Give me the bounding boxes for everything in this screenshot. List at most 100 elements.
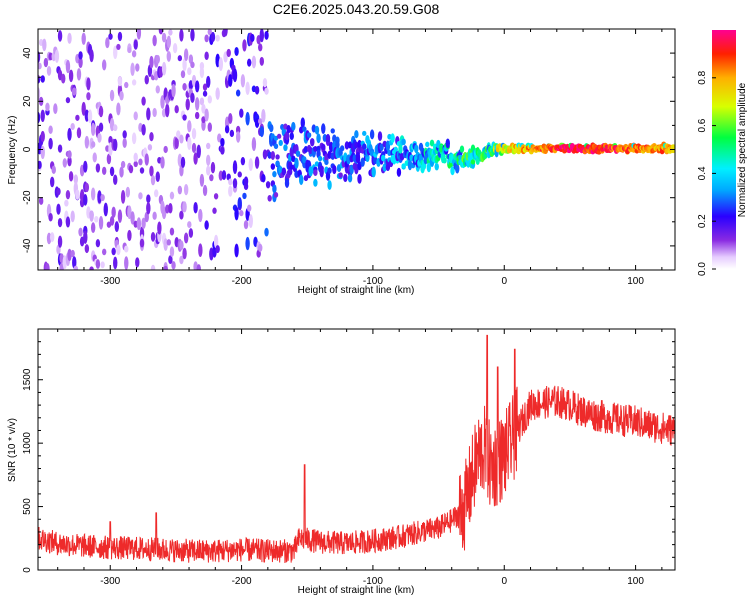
spectrogram-cell [179,240,184,251]
spectrogram-cell [207,29,212,36]
spectrogram-cell [390,133,395,144]
spectrogram-cell [146,107,151,121]
spectrogram-cell [95,239,101,248]
spectrogram-cell [193,201,198,214]
spectrogram-cell [84,135,90,149]
spectrogram-cell [183,184,189,196]
snr-panel: -300 -200 -100 0 100 0 500 1000 1500 Height of … [7,328,676,596]
spectrogram-cell [377,131,383,142]
spectrogram-cell [264,227,269,237]
spectrogram-cell [258,243,263,252]
spectrogram-cell [324,159,329,166]
spectrogram-cell [51,165,56,175]
spectrogram-cell [122,130,127,139]
spectrogram-cell [199,97,205,106]
spectrogram-cell [287,168,293,176]
spectrogram-cell [182,201,187,213]
spectrogram-cell [40,130,45,143]
spectrogram-cell [109,215,115,226]
spectrogram-cell [434,162,439,171]
spectrogram-cell [220,137,225,147]
spectrogram-cell [43,57,49,68]
spectrogram-cell [229,129,235,138]
spectrogram-cell [98,215,104,230]
spectrogram-cell [169,246,175,258]
spectrogram-cell [221,170,227,181]
spectrogram-cell [209,174,214,182]
spectrogram-cell [258,43,263,52]
spectrogram-cell [90,141,96,148]
spectrogram-cell [354,130,359,139]
spectrogram-cell [98,122,104,132]
y-tick-label: 1500 [22,368,33,391]
spectrogram-cell [228,112,233,125]
spectrogram-cell [73,265,79,270]
spectrogram-cell [86,92,91,101]
colorbar-tick-label: 0.6 [697,118,708,132]
spectrogram-cell [125,186,131,198]
spectrogram-cell [45,263,50,270]
spectrogram-cell [265,181,271,189]
spectrogram-cell [78,51,83,60]
spectrogram-cell [138,158,143,166]
spectrogram-cell [240,157,246,166]
spectrogram-cell [206,142,211,150]
y-tick-label: 1000 [22,432,33,455]
spectrogram-cell [226,48,231,58]
spectrogram-cell [303,175,309,182]
spectrogram-cell [90,122,96,136]
spectrogram-cell [187,67,192,76]
spectrogram-cell [97,132,102,143]
spectrogram-cell [213,234,219,249]
spectrogram-cell [198,243,203,258]
spectrogram-cell [284,178,290,188]
spectrogram-cell [270,150,276,160]
spectrogram-cell [429,139,435,147]
spectrogram-cell [150,264,156,270]
spectrogram-cell [332,164,337,175]
spectrogram-cell [220,146,225,155]
spectrogram-cell [154,189,159,198]
spectrogram-cell [133,39,138,50]
spectrogram-cell [191,127,197,140]
spectrogram-cell [100,261,105,269]
spectrogram-x-ticks: -300 -200 -100 0 100 [57,29,663,287]
spectrogram-cell [338,172,343,178]
spectrogram-cell [111,206,116,218]
spectrogram-cell [72,87,77,95]
spectrogram-cell [207,122,212,133]
spectrogram-cell [56,187,61,196]
spectrogram-cell [68,69,74,83]
spectrogram-cell [97,190,102,204]
spectrogram-cell [139,238,145,248]
spectrogram-cell [149,55,154,69]
spectrogram-cell [119,166,124,178]
spectrogram-cell [135,63,140,72]
spectrogram-cell [258,118,263,125]
spectrogram-cell [254,85,260,95]
spectrogram-cell [92,152,97,163]
spectrogram-cell [259,56,265,66]
spectrogram-cell [313,146,318,152]
spectrogram-cell [163,145,168,154]
spectrogram-x-label: Height of straight line (km) [298,285,415,296]
spectrogram-cell [61,73,66,84]
snr-plot-area [38,329,675,570]
spectrogram-cell [325,134,331,143]
snr-y-ticks: 0 500 1000 1500 [22,341,675,573]
spectrogram-cell [81,32,86,45]
spectrogram-cell [310,138,315,147]
spectrogram-cell [146,194,151,204]
spectrogram-cell [259,29,265,43]
spectrogram-cell [160,95,165,109]
spectrogram-cell [84,244,90,254]
spectrogram-cell [81,101,86,116]
spectrogram-cell [360,157,365,167]
spectrogram-cell [442,157,447,164]
spectrogram-cell [264,30,269,40]
x-tick-label: -100 [363,276,383,287]
spectrogram-cell [114,221,120,233]
spectrogram-cell [194,111,200,120]
spectrogram-cell [182,82,187,91]
